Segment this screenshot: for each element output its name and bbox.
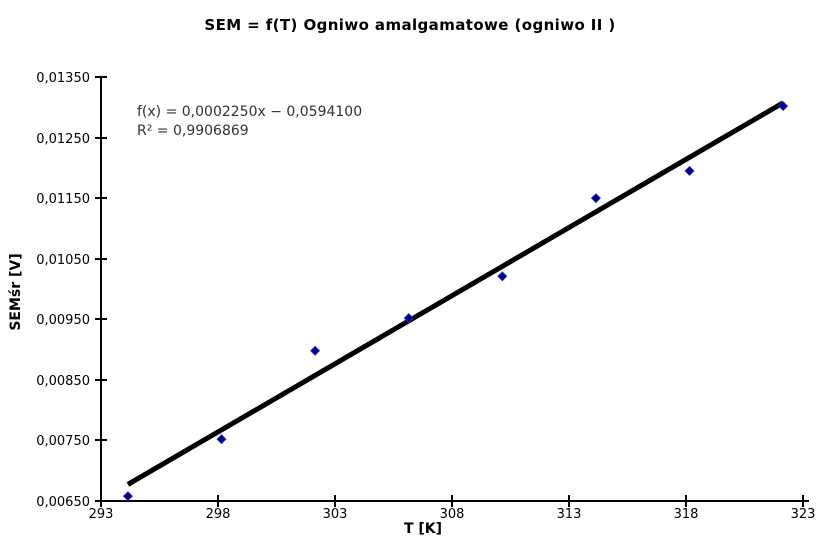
y-tick-label: 0,00650 xyxy=(36,495,90,510)
chart-title: SEM = f(T) Ogniwo amalgamatowe (ogniwo I… xyxy=(204,16,616,34)
x-tick-label: 303 xyxy=(323,507,348,522)
y-tick-label: 0,01250 xyxy=(36,132,90,147)
data-point-marker xyxy=(216,434,227,445)
data-point-marker xyxy=(684,165,695,176)
data-point-marker xyxy=(310,345,321,356)
trendline-equation: f(x) = 0,0002250x − 0,0594100 xyxy=(137,104,363,120)
y-tick-label: 0,00950 xyxy=(36,313,90,328)
x-tick-label: 293 xyxy=(89,507,114,522)
y-tick-label: 0,00850 xyxy=(36,374,90,389)
x-tick-label: 323 xyxy=(791,507,816,522)
y-tick-label: 0,01150 xyxy=(36,192,90,207)
data-point-marker xyxy=(497,271,508,282)
trendline xyxy=(126,100,785,487)
data-point-marker xyxy=(778,101,789,112)
data-point-marker xyxy=(403,313,414,324)
data-point-marker xyxy=(590,193,601,204)
y-tick-label: 0,00750 xyxy=(36,434,90,449)
x-tick-label: 318 xyxy=(674,507,699,522)
y-tick-label: 0,01050 xyxy=(36,253,90,268)
r-squared-value: R² = 0,9906869 xyxy=(137,123,249,139)
x-tick-label: 313 xyxy=(557,507,582,522)
x-tick-label: 308 xyxy=(440,507,465,522)
x-tick-label: 298 xyxy=(206,507,231,522)
data-point-marker xyxy=(122,491,133,502)
x-axis-title: T [K] xyxy=(403,521,443,537)
y-tick-label: 0,01350 xyxy=(36,71,90,86)
trendline-annotation: f(x) = 0,0002250x − 0,0594100 R² = 0,990… xyxy=(137,103,362,141)
